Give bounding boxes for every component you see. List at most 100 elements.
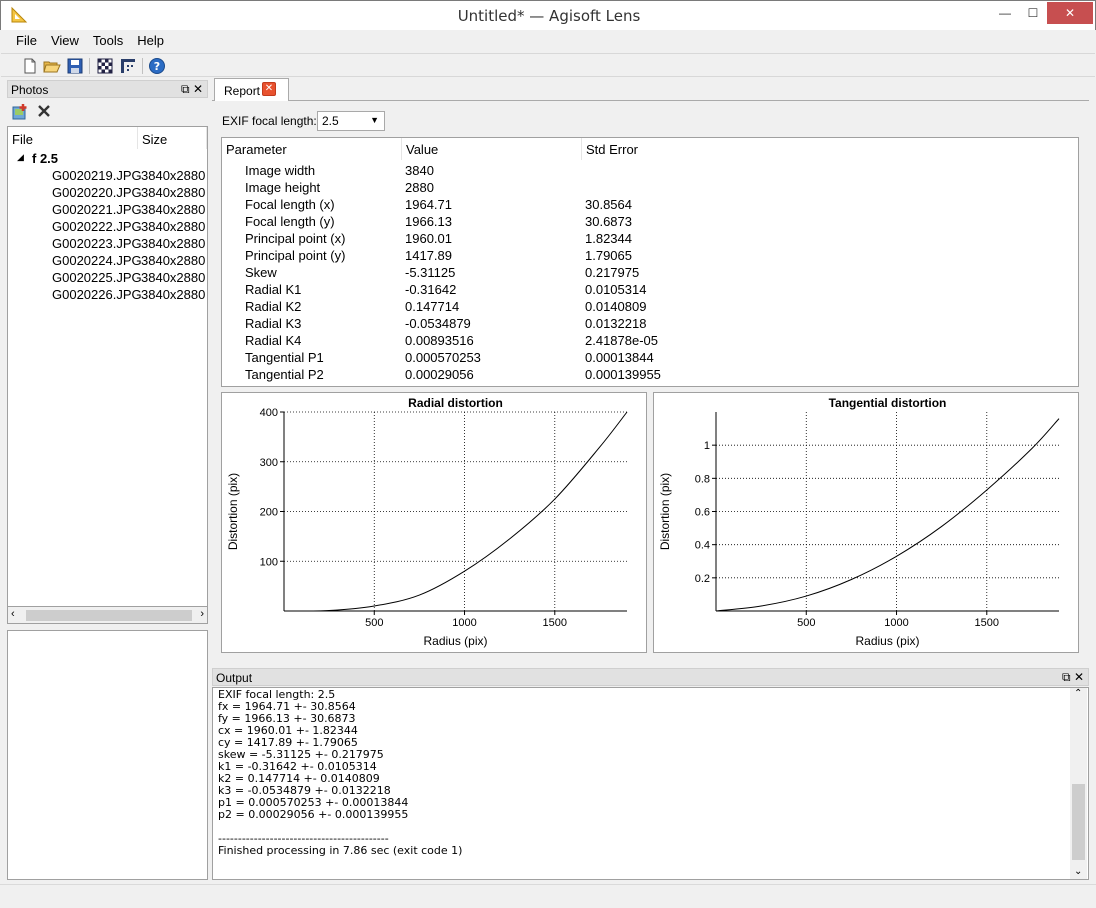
capture-icon[interactable] <box>119 57 137 75</box>
column-header-std-error[interactable]: Std Error <box>586 142 639 157</box>
scroll-up-icon[interactable]: ⌃ <box>1074 688 1083 699</box>
parameter-std-error: 0.000139955 <box>585 367 661 382</box>
photo-list-item[interactable]: G0020219.JPG 3840x2880 <box>8 168 207 185</box>
save-icon[interactable] <box>66 57 84 75</box>
vertical-scrollbar[interactable]: ⌃ ⌄ <box>1070 688 1087 879</box>
table-row[interactable]: Tangential P1 0.000570253 0.00013844 <box>222 350 1078 367</box>
photo-list-item[interactable]: G0020224.JPG 3840x2880 <box>8 253 207 270</box>
table-row[interactable]: Focal length (y) 1966.13 30.6873 <box>222 214 1078 231</box>
group-label: f 2.5 <box>32 151 59 166</box>
scroll-down-icon[interactable]: ⌄ <box>1074 866 1083 877</box>
tab-report[interactable]: Report <box>214 78 289 101</box>
photo-file-size: 3840x2880 <box>141 287 206 302</box>
table-row[interactable]: Image height 2880 <box>222 180 1078 197</box>
menu-help[interactable]: Help <box>137 33 165 48</box>
photo-list-item[interactable]: G0020226.JPG 3840x2880 <box>8 287 207 304</box>
output-pane-header: Output ⧉ ✕ <box>212 668 1089 686</box>
parameter-std-error: 0.0140809 <box>585 299 647 314</box>
toolbar-separator <box>142 58 143 74</box>
table-row[interactable]: Tangential P2 0.00029056 0.000139955 <box>222 367 1078 384</box>
table-row[interactable]: Principal point (x) 1960.01 1.82344 <box>222 231 1078 248</box>
horizontal-scrollbar[interactable]: ‹ › <box>7 606 208 624</box>
tab-report-label: Report <box>224 84 261 98</box>
float-pane-icon[interactable]: ⧉ <box>1062 670 1071 684</box>
photos-pane-title: Photos <box>11 83 49 97</box>
parameter-name: Principal point (y) <box>245 248 346 263</box>
table-row[interactable]: Radial K3 -0.0534879 0.0132218 <box>222 316 1078 333</box>
y-tick-label: 0.4 <box>695 540 710 552</box>
parameter-std-error: 0.0132218 <box>585 316 647 331</box>
close-pane-icon[interactable]: ✕ <box>1073 670 1084 684</box>
menu-file[interactable]: File <box>16 33 37 48</box>
table-row[interactable]: Radial K2 0.147714 0.0140809 <box>222 299 1078 316</box>
parameter-std-error: 0.0105314 <box>585 282 647 297</box>
x-axis-label: Radius (pix) <box>855 634 919 648</box>
parameter-name: Radial K1 <box>245 282 302 297</box>
parameter-value: 1960.01 <box>405 231 452 246</box>
photo-list-item[interactable]: G0020223.JPG 3840x2880 <box>8 236 207 253</box>
photo-file-size: 3840x2880 <box>141 270 206 285</box>
scroll-right-icon[interactable]: › <box>200 608 204 620</box>
chart-title: Tangential distortion <box>829 396 947 410</box>
tab-strip-border <box>212 100 1089 101</box>
table-row[interactable]: Principal point (y) 1417.89 1.79065 <box>222 248 1078 265</box>
photo-file-name: G0020221.JPG <box>52 202 142 217</box>
y-tick-label: 0.6 <box>695 507 710 519</box>
series-line <box>283 411 628 612</box>
radial-distortion-plot: 500 1000 1500 100 200 300 400 Radial distortion… <box>226 396 628 648</box>
table-row[interactable]: Focal length (x) 1964.71 30.8564 <box>222 197 1078 214</box>
y-tick-label: 0.8 <box>695 473 710 485</box>
scrollbar-thumb[interactable] <box>26 610 192 621</box>
remove-photos-icon[interactable] <box>36 103 52 119</box>
column-header-parameter[interactable]: Parameter <box>222 138 402 160</box>
parameter-name: Focal length (y) <box>245 214 335 229</box>
series-line <box>715 418 1060 612</box>
close-tab-icon[interactable]: ✕ <box>262 82 276 96</box>
menu-tools[interactable]: Tools <box>92 33 124 48</box>
table-row[interactable]: Skew -5.31125 0.217975 <box>222 265 1078 282</box>
parameter-value: 1964.71 <box>405 197 452 212</box>
column-header-value[interactable]: Value <box>402 138 582 160</box>
scroll-left-icon[interactable]: ‹ <box>11 608 15 620</box>
minimize-button[interactable]: — <box>999 6 1011 20</box>
y-tick-label: 400 <box>260 407 278 419</box>
help-icon[interactable]: ? <box>148 57 166 75</box>
photo-file-size: 3840x2880 <box>141 253 206 268</box>
photo-list-item[interactable]: G0020225.JPG 3840x2880 <box>8 270 207 287</box>
exif-focal-length-select[interactable]: 2.5 ▼ <box>317 111 385 131</box>
photo-list-item[interactable]: G0020222.JPG 3840x2880 <box>8 219 207 236</box>
output-log[interactable]: EXIF focal length: 2.5 fx = 1964.71 +- 3… <box>212 687 1089 880</box>
close-window-button[interactable]: ✕ <box>1047 2 1093 24</box>
table-row[interactable]: Radial K4 0.00893516 2.41878e-05 <box>222 333 1078 350</box>
photo-list-item[interactable]: G0020220.JPG 3840x2880 <box>8 185 207 202</box>
parameter-name: Radial K4 <box>245 333 302 348</box>
table-row[interactable]: Image width 3840 <box>222 163 1078 180</box>
photo-file-name: G0020223.JPG <box>52 236 142 251</box>
collapse-arrow-icon[interactable]: ◢ <box>17 152 24 162</box>
maximize-button[interactable]: ☐ <box>1027 6 1039 20</box>
add-photos-icon[interactable] <box>12 103 30 121</box>
checkerboard-icon[interactable] <box>96 57 114 75</box>
photo-file-name: G0020225.JPG <box>52 270 142 285</box>
column-header-size[interactable]: Size <box>138 127 207 149</box>
menu-view[interactable]: View <box>50 33 79 48</box>
dropdown-arrow-icon[interactable]: ▼ <box>370 115 379 125</box>
photo-preview-pane <box>7 630 208 880</box>
photo-file-name: G0020222.JPG <box>52 219 142 234</box>
open-folder-icon[interactable] <box>43 57 61 75</box>
photo-list-item[interactable]: G0020221.JPG 3840x2880 <box>8 202 207 219</box>
column-header-file[interactable]: File <box>8 127 138 149</box>
new-file-icon[interactable] <box>21 57 39 75</box>
toolbar: ? <box>1 53 1095 77</box>
table-row[interactable]: Radial K1 -0.31642 0.0105314 <box>222 282 1078 299</box>
status-bar <box>0 884 1096 908</box>
tree-group-row[interactable]: ◢ f 2.5 <box>8 151 207 168</box>
parameter-value: -0.0534879 <box>405 316 471 331</box>
photo-file-size: 3840x2880 <box>141 168 206 183</box>
scrollbar-thumb[interactable] <box>1072 784 1085 860</box>
radial-distortion-chart: 500 1000 1500 100 200 300 400 Radial distortion… <box>221 392 647 653</box>
parameter-value: 2880 <box>405 180 434 195</box>
float-pane-icon[interactable]: ⧉ <box>181 82 190 96</box>
close-pane-icon[interactable]: ✕ <box>192 82 203 96</box>
tangential-distortion-plot: 500 1000 1500 0.2 0.4 0.6 0.8 1 Tangential disto… <box>658 396 1060 648</box>
